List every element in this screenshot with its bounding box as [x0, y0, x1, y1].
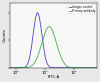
Y-axis label: Counts: Counts: [3, 29, 7, 42]
Legend: Isotype control, Primary antibody: Isotype control, Primary antibody: [68, 4, 96, 14]
X-axis label: FITC-A: FITC-A: [48, 75, 60, 79]
